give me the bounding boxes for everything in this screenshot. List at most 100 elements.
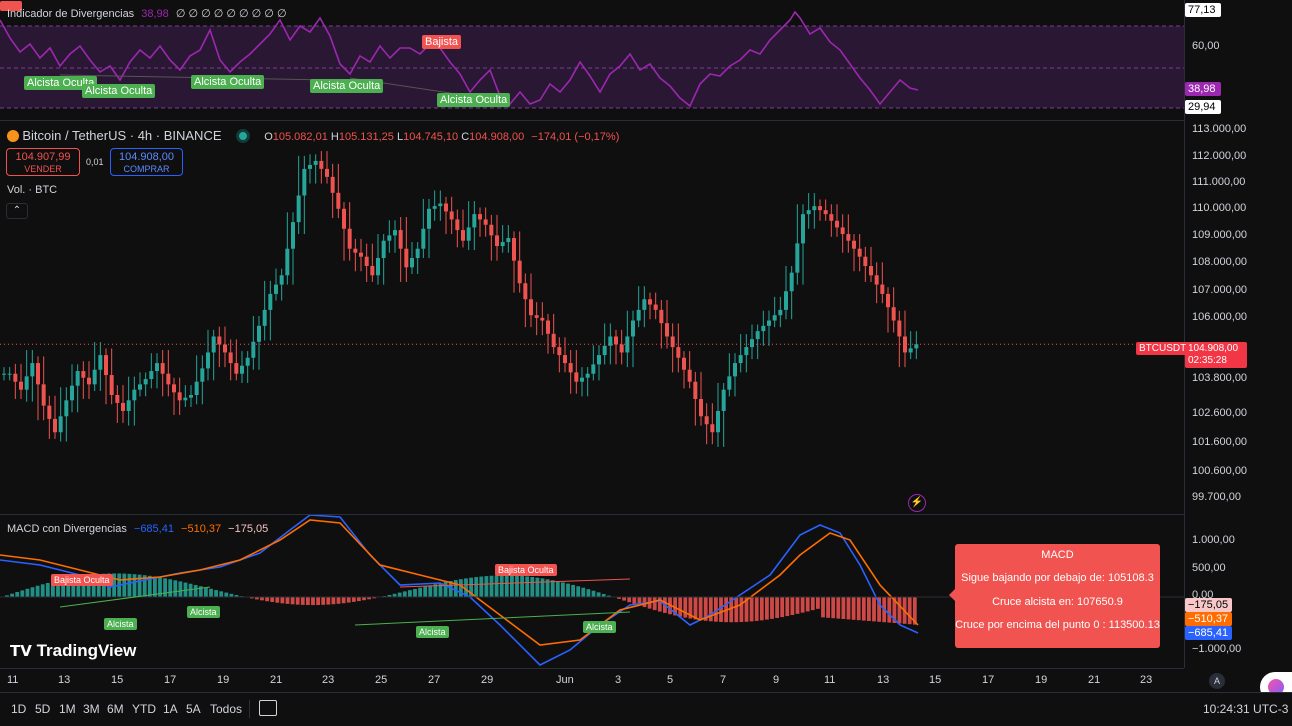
collapse-legend-button[interactable]: ⌃ bbox=[6, 203, 28, 219]
macd-histogram-bar bbox=[397, 592, 402, 597]
lightning-icon[interactable]: ⚡ bbox=[908, 494, 926, 512]
low-value: 104.745,10 bbox=[403, 131, 459, 143]
macd-histogram-bar bbox=[596, 592, 601, 597]
signal-value: −510,37 bbox=[181, 523, 222, 535]
macd-tick-4: −1.000,00 bbox=[1192, 643, 1242, 655]
macd-histogram-bar bbox=[122, 573, 127, 597]
sell-button[interactable]: 104.907,99 VENDER bbox=[6, 148, 80, 176]
macd-histogram-bar bbox=[362, 597, 366, 601]
candle-body bbox=[523, 283, 528, 300]
macd-histogram-bar bbox=[897, 597, 902, 624]
rsi-pane[interactable] bbox=[0, 0, 1184, 120]
buy-price: 104.908,00 bbox=[118, 151, 175, 163]
candle-body bbox=[874, 275, 879, 285]
candle-body bbox=[121, 402, 125, 411]
candle-body bbox=[551, 333, 556, 348]
macd-histogram-bar bbox=[571, 584, 575, 597]
candle-body bbox=[251, 341, 256, 358]
bottom-toolbar: 1D 5D 1M 3M 6M YTD 1A 5A Todos 10:24:31 … bbox=[0, 692, 1292, 726]
candle-body bbox=[330, 176, 335, 193]
volume-legend[interactable]: Vol. · BTC bbox=[7, 184, 58, 196]
tradingview-mark-icon: 𝗧𝗩 bbox=[10, 643, 32, 660]
range-1a[interactable]: 1A bbox=[163, 702, 178, 716]
time-tick: 19 bbox=[217, 674, 230, 686]
candle-body bbox=[7, 373, 12, 375]
macd-histogram-bar bbox=[673, 597, 677, 616]
range-6m[interactable]: 6M bbox=[107, 702, 124, 716]
candle-body bbox=[126, 400, 131, 411]
candle-body bbox=[234, 363, 239, 374]
range-5a[interactable]: 5A bbox=[186, 702, 201, 716]
macd-histogram-bar bbox=[290, 597, 295, 605]
price-tick-12: 100.600,00 bbox=[1192, 465, 1248, 477]
macd-histogram-bar bbox=[484, 576, 489, 597]
range-5d[interactable]: 5D bbox=[35, 702, 51, 716]
candle-body bbox=[812, 206, 817, 211]
tradingview-logo[interactable]: 𝗧𝗩 TradingView bbox=[10, 641, 136, 661]
rsi-value: 38,98 bbox=[141, 8, 169, 20]
symbol-legend[interactable]: Bitcoin / TetherUS · 4h · BINANCE O105.0… bbox=[7, 128, 619, 143]
candle-body bbox=[325, 168, 329, 177]
range-todos[interactable]: Todos bbox=[210, 702, 243, 716]
macd-info-pointer bbox=[949, 589, 955, 601]
time-tick: Jun bbox=[556, 674, 574, 686]
macd-info-line3: Cruce por encima del punto 0 : 113500.13 bbox=[955, 619, 1160, 631]
macd-histogram-bar bbox=[321, 597, 326, 605]
auto-scale-button[interactable]: A bbox=[1209, 673, 1225, 689]
rsi-label-bajista: Bajista bbox=[422, 35, 462, 49]
rsi-axis-top: 77,13 bbox=[1185, 3, 1221, 17]
macd-histogram-bar bbox=[209, 588, 213, 597]
macd-histogram-bar bbox=[744, 597, 749, 622]
pane-separator-2[interactable] bbox=[0, 514, 1292, 515]
candle-body bbox=[529, 299, 533, 316]
macd-histogram-bar bbox=[35, 585, 40, 597]
range-ytd[interactable]: YTD bbox=[132, 702, 156, 716]
range-1m[interactable]: 1M bbox=[59, 702, 76, 716]
macd-histogram-bar bbox=[402, 591, 407, 597]
macd-histogram-bar bbox=[739, 597, 744, 623]
time-tick: 29 bbox=[481, 674, 494, 686]
macd-histogram-bar bbox=[581, 587, 586, 597]
clock-display[interactable]: 10:24:31 UTC-3 bbox=[1203, 702, 1289, 716]
macd-signal-tag: −510,37 bbox=[1185, 612, 1232, 626]
candle-body bbox=[676, 347, 681, 358]
time-axis[interactable] bbox=[0, 668, 1184, 692]
buy-button[interactable]: 104.908,00 COMPRAR bbox=[110, 148, 183, 176]
pane-separator-1[interactable] bbox=[0, 120, 1292, 121]
date-range-calendar-icon[interactable] bbox=[259, 700, 277, 716]
candle-body bbox=[342, 208, 346, 229]
macd-histogram-bar bbox=[127, 573, 132, 597]
macd-histogram-bar bbox=[856, 597, 861, 621]
candle-body bbox=[840, 227, 845, 235]
rsi-axis-low: 29,94 bbox=[1185, 100, 1221, 114]
macd-histogram-bar bbox=[76, 576, 81, 597]
candle-body bbox=[285, 248, 290, 276]
candle-body bbox=[716, 410, 720, 433]
last-price-tag: 104.908,00 02:35:28 bbox=[1185, 342, 1247, 368]
macd-histogram-bar bbox=[622, 597, 626, 601]
candle-body bbox=[240, 365, 244, 374]
candle-body bbox=[387, 235, 392, 241]
time-tick: 21 bbox=[270, 674, 283, 686]
candle-body bbox=[53, 418, 57, 433]
rsi-legend[interactable]: Indicador de Divergencias 38,98 ∅ ∅ ∅ ∅ … bbox=[7, 7, 287, 20]
macd-legend[interactable]: MACD con Divergencias −685,41 −510,37 −1… bbox=[7, 523, 268, 535]
candle-body bbox=[914, 344, 919, 349]
candlestick-chart[interactable] bbox=[0, 121, 1184, 513]
macd-chart[interactable] bbox=[0, 515, 1184, 668]
price-axis[interactable]: 77,13 60,00 38,98 29,94 113.000,00 112.0… bbox=[1184, 0, 1292, 668]
macd-histogram-bar bbox=[81, 575, 86, 597]
macd-histogram-bar bbox=[163, 578, 167, 597]
symbol-name[interactable]: Bitcoin / TetherUS · 4h · BINANCE bbox=[22, 128, 222, 143]
range-3m[interactable]: 3M bbox=[83, 702, 100, 716]
low-label: L bbox=[396, 131, 404, 143]
macd-histogram-bar bbox=[372, 597, 377, 599]
macd-histogram-bar bbox=[749, 597, 754, 622]
candle-body bbox=[534, 315, 539, 318]
range-1d[interactable]: 1D bbox=[11, 702, 27, 716]
candle-body bbox=[461, 230, 465, 241]
close-label: C bbox=[461, 131, 470, 143]
macd-histogram-bar bbox=[255, 597, 259, 600]
time-tick: 15 bbox=[929, 674, 942, 686]
candle-body bbox=[483, 219, 488, 225]
